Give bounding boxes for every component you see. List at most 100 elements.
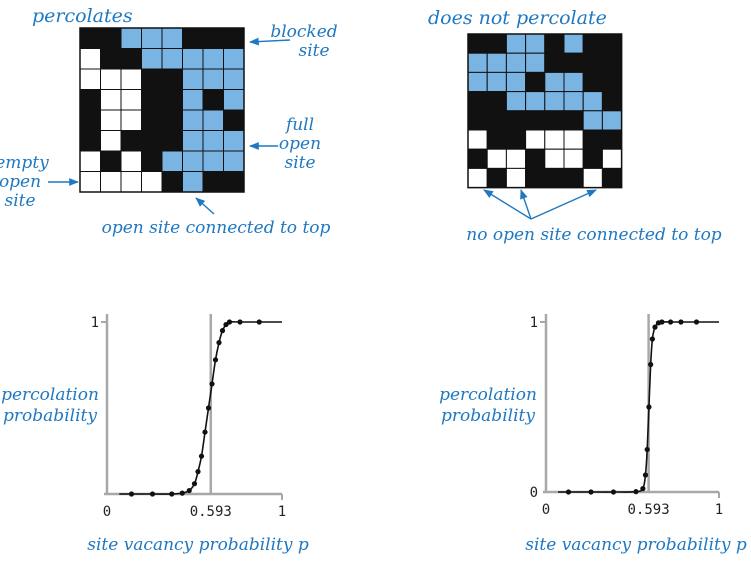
x-tick-label: 0 xyxy=(103,504,111,520)
empty-open-site xyxy=(467,129,488,150)
full-site-label-3: site xyxy=(284,153,315,173)
blocked-site xyxy=(525,167,546,189)
full-open-site xyxy=(525,91,546,112)
data-point xyxy=(693,319,700,325)
chart-right-ylabel-2: probability xyxy=(441,406,535,426)
blocked-site xyxy=(182,27,204,49)
empty-site-label-1: empty xyxy=(0,153,49,173)
blocked-site xyxy=(467,91,488,112)
blocked-site xyxy=(525,148,546,169)
data-point xyxy=(212,357,219,363)
empty-open-site xyxy=(141,171,163,193)
data-point xyxy=(588,489,594,495)
does-not-percolate-title: does not percolate xyxy=(428,7,607,29)
blocked-site xyxy=(544,110,565,131)
empty-open-site xyxy=(505,167,527,189)
empty-open-site xyxy=(120,89,142,111)
blocked-site-label-2: site xyxy=(298,41,329,61)
blocked-site xyxy=(79,27,101,49)
empty-open-site xyxy=(505,148,527,169)
blocked-site xyxy=(467,110,488,131)
blocked-site xyxy=(601,71,623,93)
blocked-site xyxy=(486,110,507,131)
y-tick-label: 0 xyxy=(530,485,538,501)
full-open-site xyxy=(223,48,245,70)
data-point xyxy=(646,404,652,410)
empty-open-site xyxy=(525,129,546,150)
blocked-site xyxy=(141,109,163,131)
full-open-site xyxy=(120,27,142,49)
full-open-site xyxy=(202,109,224,131)
blocked-site xyxy=(223,109,245,131)
full-open-site xyxy=(202,68,224,90)
full-open-site xyxy=(563,91,584,112)
blocked-site xyxy=(582,33,603,54)
blocked-site xyxy=(161,130,183,152)
full-open-site xyxy=(544,71,565,93)
data-point xyxy=(649,336,655,342)
full-open-site xyxy=(467,71,488,93)
blocked-site xyxy=(79,89,101,111)
blocked-site xyxy=(120,130,142,152)
full-open-site xyxy=(582,91,603,112)
full-open-site xyxy=(182,48,204,70)
blocked-site xyxy=(202,89,224,111)
empty-open-site xyxy=(544,148,565,169)
data-point xyxy=(191,481,198,487)
blocked-site xyxy=(161,109,183,131)
y-tick-label: 1 xyxy=(530,315,538,331)
blocked-site xyxy=(486,167,507,189)
full-open-site xyxy=(182,89,204,111)
empty-open-site xyxy=(79,150,101,172)
full-open-site xyxy=(202,130,224,152)
blocked-site xyxy=(486,91,507,112)
empty-open-site xyxy=(486,148,507,169)
empty-open-site xyxy=(79,68,101,90)
percolation-chart-left: 0 0.593 1 1 xyxy=(91,314,286,520)
x-tick-label: 1 xyxy=(278,504,286,520)
full-open-site xyxy=(182,130,204,152)
data-point xyxy=(186,487,192,494)
blocked-site xyxy=(582,52,603,73)
grid-border xyxy=(79,27,245,193)
blocked-site xyxy=(202,171,224,193)
empty-open-site xyxy=(100,68,122,90)
blocked-site xyxy=(100,48,122,70)
blocked-site xyxy=(141,89,163,111)
empty-open-site xyxy=(467,167,488,189)
blocked-site xyxy=(161,89,183,111)
data-point xyxy=(633,489,639,495)
full-open-site xyxy=(525,33,546,54)
empty-open-site xyxy=(100,130,122,152)
blocked-site-label-1: blocked xyxy=(270,22,337,42)
blocked-site xyxy=(505,129,527,150)
connected-site-arrow xyxy=(195,197,215,215)
blocked-site xyxy=(563,110,584,131)
full-open-site xyxy=(582,110,603,131)
blocked-site xyxy=(544,167,565,189)
full-open-site xyxy=(601,110,623,131)
empty-open-site xyxy=(100,89,122,111)
full-site-label-2: open xyxy=(279,134,321,154)
full-open-site xyxy=(202,48,224,70)
full-open-site xyxy=(486,52,507,73)
chart-left-xlabel: site vacancy probability p xyxy=(87,535,309,555)
data-point xyxy=(652,324,658,330)
x-tick-label: 1 xyxy=(715,502,723,518)
full-open-site xyxy=(486,71,507,93)
chart-left-ylabel-2: probability xyxy=(3,406,97,426)
data-point xyxy=(237,319,243,325)
blocked-site xyxy=(79,130,101,152)
x-tick-label: 0.593 xyxy=(628,502,670,518)
full-open-site xyxy=(505,33,527,54)
data-point xyxy=(209,381,215,387)
blocked-site xyxy=(601,91,623,112)
empty-open-site xyxy=(79,171,101,193)
blocked-site xyxy=(525,110,546,131)
full-open-site xyxy=(505,52,527,73)
full-open-site xyxy=(505,71,527,93)
data-point xyxy=(198,453,205,459)
blocked-site xyxy=(79,109,101,131)
blocked-site xyxy=(582,129,603,150)
